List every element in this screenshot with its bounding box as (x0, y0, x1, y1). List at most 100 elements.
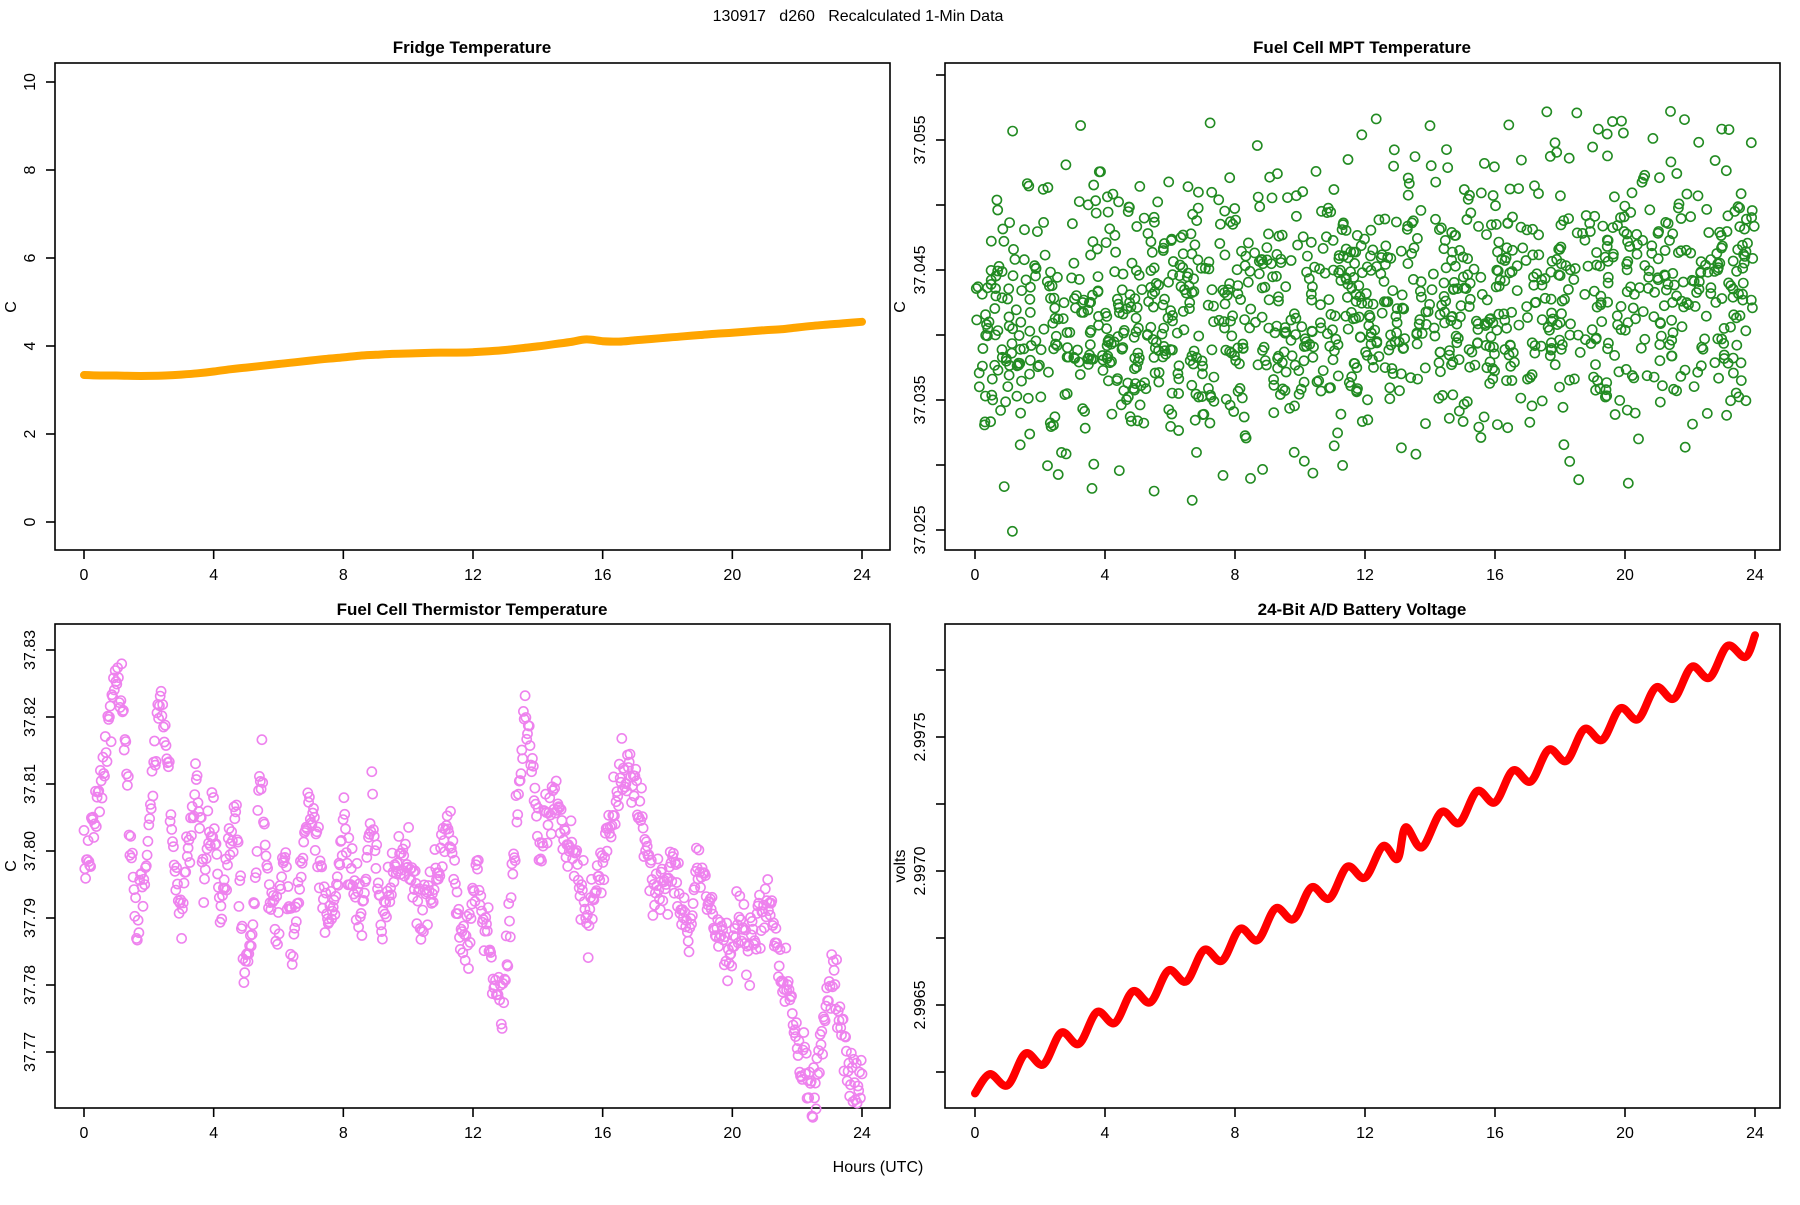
point (290, 916, 302, 927)
point (316, 861, 328, 873)
point (1745, 137, 1757, 149)
point (1016, 285, 1028, 296)
fridge-series (80, 317, 866, 380)
point (1701, 203, 1713, 215)
point (1451, 337, 1463, 349)
y-axis-label-fridge: C (3, 301, 20, 313)
point (326, 905, 338, 917)
point (1463, 301, 1475, 312)
point (136, 881, 148, 893)
point (1314, 263, 1325, 275)
point (370, 863, 382, 874)
point (1492, 246, 1503, 258)
point (1092, 286, 1104, 298)
point (977, 360, 988, 372)
point (1057, 313, 1069, 324)
point (671, 877, 683, 888)
point (1600, 391, 1611, 403)
point (986, 389, 998, 401)
point (1739, 250, 1751, 262)
point (986, 373, 998, 385)
point (385, 882, 396, 894)
point (500, 930, 512, 942)
point (1700, 310, 1712, 322)
point (637, 822, 649, 834)
point (338, 792, 350, 804)
point (1279, 327, 1291, 339)
point (1435, 366, 1446, 378)
point (1485, 331, 1497, 343)
point (1332, 339, 1344, 351)
point (1157, 242, 1169, 254)
point (165, 809, 177, 820)
point (1115, 399, 1127, 411)
point (1238, 411, 1250, 423)
point (1130, 312, 1142, 324)
point (1373, 351, 1385, 362)
point (1734, 202, 1745, 214)
point (1191, 446, 1202, 458)
point (515, 768, 527, 780)
x-tick-label: 4 (209, 1125, 218, 1142)
point (645, 854, 657, 866)
point (1256, 254, 1268, 265)
point (1327, 234, 1339, 246)
point (1737, 288, 1748, 300)
point (1515, 392, 1527, 404)
point (1356, 416, 1368, 427)
point (1289, 359, 1301, 371)
point (1030, 270, 1041, 282)
plot-box-mpt (944, 62, 1781, 551)
point (1165, 235, 1177, 246)
point (1245, 472, 1256, 484)
point (1245, 303, 1257, 315)
point (1716, 123, 1728, 135)
point (82, 835, 94, 846)
point (815, 1039, 827, 1050)
point (1563, 213, 1574, 224)
point (228, 801, 240, 813)
point (1507, 211, 1518, 223)
point (1655, 330, 1667, 342)
point (1013, 357, 1024, 369)
point (1327, 354, 1339, 366)
point (1007, 125, 1018, 137)
point (78, 825, 90, 836)
point (1011, 390, 1023, 402)
point (686, 910, 698, 921)
point (722, 975, 733, 987)
x-tick-label: 16 (1486, 1125, 1504, 1142)
point (1461, 214, 1473, 225)
point (1243, 237, 1254, 249)
point (1436, 222, 1447, 234)
point (1621, 264, 1633, 276)
point (1052, 271, 1063, 283)
point (1503, 119, 1515, 131)
point (1457, 416, 1469, 427)
point (1500, 252, 1512, 264)
point (472, 854, 484, 866)
point (1528, 271, 1539, 283)
point (1336, 224, 1348, 235)
point (259, 839, 271, 851)
point (1637, 234, 1648, 246)
point (1528, 279, 1540, 291)
point (1186, 494, 1198, 506)
point (1018, 343, 1030, 355)
point (1378, 275, 1390, 287)
point (1718, 322, 1730, 334)
point (366, 766, 378, 778)
point (1473, 220, 1484, 232)
point (1457, 251, 1469, 263)
point (1615, 324, 1627, 335)
point (1463, 344, 1475, 355)
point (1631, 248, 1643, 260)
point (1701, 407, 1713, 419)
point (1303, 273, 1315, 285)
point (547, 785, 559, 797)
point (1446, 311, 1457, 323)
point (130, 892, 141, 904)
point (356, 930, 368, 941)
point (1627, 302, 1639, 314)
point (1175, 281, 1187, 292)
